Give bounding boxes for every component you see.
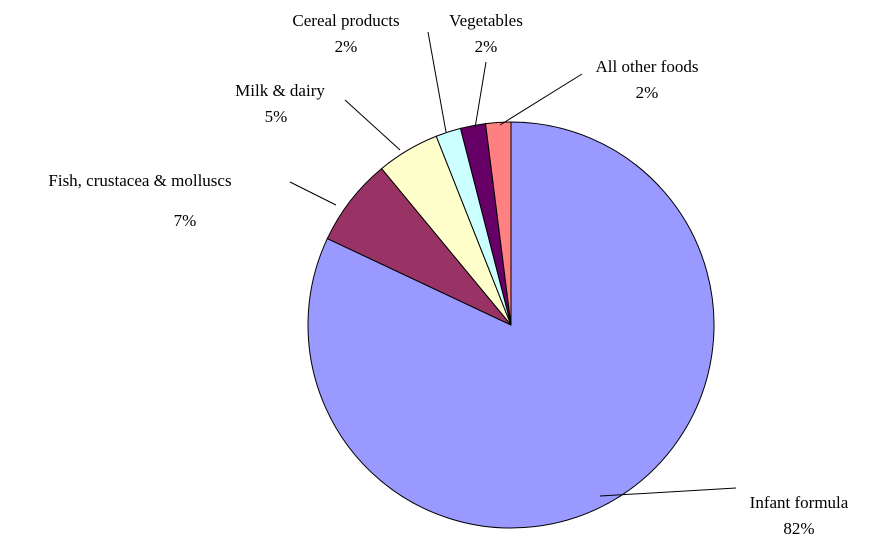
leader-line xyxy=(499,73,583,126)
leader-line xyxy=(289,181,337,206)
slice-value-label: 2% xyxy=(335,37,358,56)
slice-label: Infant formula xyxy=(750,493,849,512)
slice-label: Fish, crustacea & molluscs xyxy=(48,171,231,190)
leader-line xyxy=(344,99,401,151)
slice-label: Milk & dairy xyxy=(235,81,325,100)
slice-value-label: 2% xyxy=(475,37,498,56)
slice-label: All other foods xyxy=(596,57,699,76)
slice-value-label: 5% xyxy=(265,107,288,126)
leader-line xyxy=(474,61,487,129)
slice-value-label: 2% xyxy=(636,83,659,102)
leader-line xyxy=(427,31,447,133)
slice-label: Cereal products xyxy=(292,11,399,30)
pie-slice xyxy=(484,121,512,326)
slice-value-label: 82% xyxy=(783,519,814,538)
leader-line xyxy=(599,487,737,497)
slice-label: Vegetables xyxy=(449,11,523,30)
slice-value-label: 7% xyxy=(174,211,197,230)
